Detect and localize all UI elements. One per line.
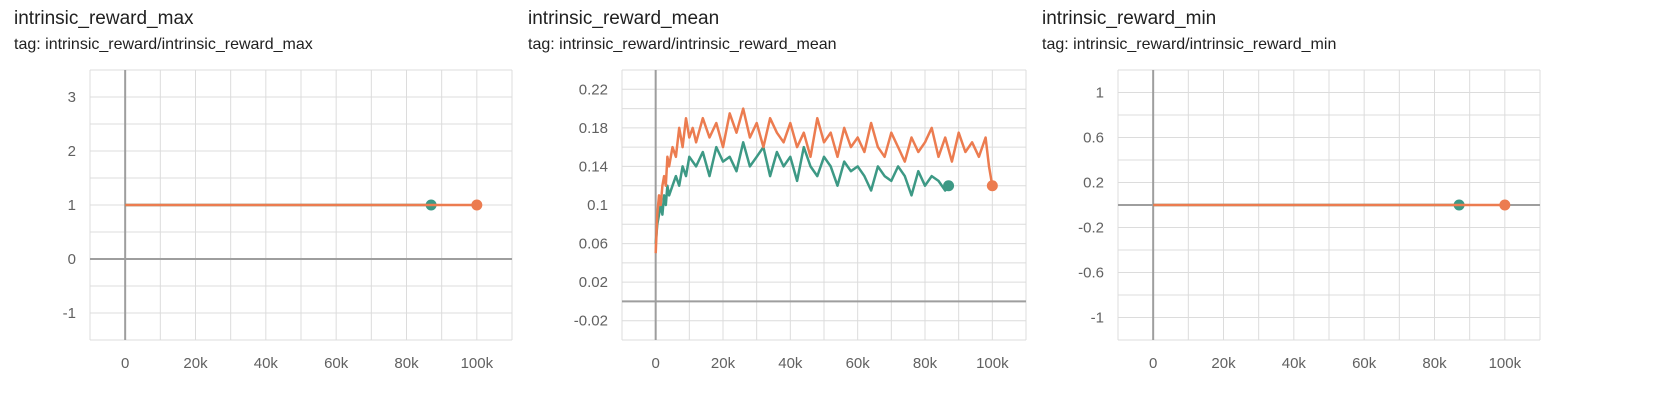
series-end-marker-1[interactable] (471, 199, 483, 211)
x-tick-label: 60k (846, 355, 871, 372)
chart-title: intrinsic_reward_max (14, 8, 194, 29)
y-tick-label: -1 (63, 305, 76, 322)
x-tick-label: 40k (1282, 355, 1307, 372)
y-tick-label: 0.14 (579, 158, 608, 175)
chart-tag: tag: intrinsic_reward/intrinsic_reward_m… (1042, 36, 1337, 53)
x-tick-label: 80k (394, 355, 419, 372)
x-tick-label: 60k (1352, 355, 1377, 372)
x-tick-label: 20k (183, 355, 208, 372)
series-end-marker-1[interactable] (1499, 199, 1511, 211)
chart-card-min: intrinsic_reward_min tag: intrinsic_rewa… (1042, 0, 1552, 400)
y-tick-label: 0.22 (579, 81, 608, 98)
x-tick-label: 0 (1149, 355, 1157, 372)
chart-plot-min: -1 -0.6 -0.2 0.2 0.6 1 0 20k 40k 60k 80k 100k (1078, 69, 1541, 372)
x-tick-label: 80k (913, 355, 938, 372)
x-tick-label: 100k (461, 355, 494, 372)
chart-card-mean: intrinsic_reward_mean tag: intrinsic_rew… (528, 0, 1038, 400)
y-tick-label: -0.6 (1078, 265, 1104, 282)
y-tick-label: 0.6 (1083, 130, 1104, 147)
series-line-1 (654, 107, 994, 254)
series-end-marker-1[interactable] (986, 180, 998, 192)
y-tick-label: 0.06 (579, 236, 608, 253)
series-line-0 (654, 141, 950, 244)
y-tick-label: -0.2 (1078, 220, 1104, 237)
x-tick-label: 40k (778, 355, 803, 372)
y-tick-label: 1 (1096, 85, 1104, 102)
x-tick-label: 0 (121, 355, 129, 372)
y-tick-label: 0.1 (587, 197, 608, 214)
series-end-marker-0[interactable] (943, 180, 955, 192)
y-tick-label: 2 (68, 143, 76, 160)
chart-tag: tag: intrinsic_reward/intrinsic_reward_m… (14, 36, 313, 53)
y-tick-label: 1 (68, 197, 76, 214)
x-tick-label: 60k (324, 355, 349, 372)
chart-card-max: intrinsic_reward_max tag: intrinsic_rewa… (14, 0, 524, 400)
chart-title: intrinsic_reward_min (1042, 8, 1217, 29)
y-tick-label: -1 (1091, 310, 1104, 327)
x-tick-label: 100k (976, 355, 1009, 372)
chart-plot-max: -1 0 1 2 3 0 20k 40k 60k 80k 100k (63, 69, 513, 372)
y-tick-label: 0.18 (579, 120, 608, 137)
chart-plot-mean: -0.02 0.02 0.06 0.1 0.14 0.18 0.22 0 20k 40k 60k 80… (574, 69, 1027, 372)
x-tick-label: 20k (1211, 355, 1236, 372)
x-tick-label: 20k (711, 355, 736, 372)
x-tick-label: 40k (254, 355, 279, 372)
x-tick-label: 100k (1489, 355, 1522, 372)
y-tick-label: 3 (68, 89, 76, 106)
y-tick-label: -0.02 (574, 313, 608, 330)
y-tick-label: 0.2 (1083, 175, 1104, 192)
chart-tag: tag: intrinsic_reward/intrinsic_reward_m… (528, 36, 837, 53)
y-tick-label: 0 (68, 251, 76, 268)
y-tick-label: 0.02 (579, 274, 608, 291)
x-tick-label: 80k (1422, 355, 1447, 372)
chart-title: intrinsic_reward_mean (528, 8, 720, 29)
x-tick-label: 0 (651, 355, 659, 372)
